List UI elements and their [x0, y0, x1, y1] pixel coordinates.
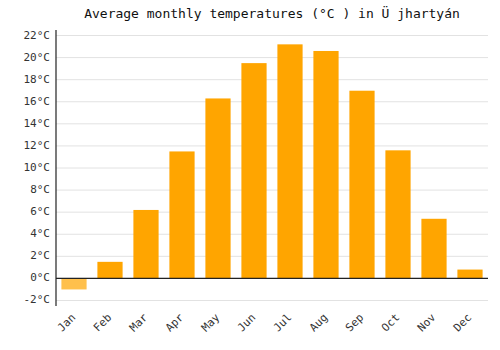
- bar: [169, 151, 194, 278]
- x-tick-label: Apr: [163, 311, 187, 335]
- x-tick-label: Mar: [127, 311, 151, 335]
- y-tick-label: -2°C: [24, 293, 51, 306]
- bar: [313, 51, 338, 278]
- y-tick-label: 16°C: [24, 95, 51, 108]
- y-tick-label: 0°C: [30, 271, 50, 284]
- y-tick-label: 10°C: [24, 161, 51, 174]
- bar: [277, 44, 302, 278]
- y-tick-label: 20°C: [24, 51, 51, 64]
- bar: [457, 270, 482, 279]
- bar: [349, 91, 374, 279]
- bar: [241, 63, 266, 278]
- x-tick-label: Nov: [415, 311, 439, 335]
- grid-line: [56, 212, 488, 213]
- bar: [205, 98, 230, 278]
- y-tick-label: 4°C: [30, 227, 50, 240]
- grid-line: [56, 168, 488, 169]
- y-tick-label: 6°C: [30, 205, 50, 218]
- y-tick-label: 12°C: [24, 139, 51, 152]
- y-tick-label: 22°C: [24, 29, 51, 42]
- grid: [56, 36, 488, 301]
- x-tick-label: Aug: [307, 311, 330, 334]
- x-tick-label: Dec: [451, 311, 474, 334]
- grid-line: [56, 278, 488, 279]
- grid-line: [56, 123, 488, 124]
- chart: -2°C 0°C 2°C 4°C 6°C 8°C 10°C 12°C 14°C 16°C 18°C 2…: [0, 0, 500, 350]
- bar: [97, 262, 122, 279]
- grid-line: [56, 145, 488, 146]
- y-tick-label: 18°C: [24, 73, 51, 86]
- bar: [421, 219, 446, 279]
- y-axis-line: [55, 30, 56, 306]
- x-axis: Jan Feb Mar Apr May Jun Jul Aug Sep Oct Nov Dec: [55, 311, 474, 335]
- grid-line: [56, 190, 488, 191]
- bar: [61, 278, 86, 289]
- grid-line: [56, 300, 488, 301]
- y-axis: -2°C 0°C 2°C 4°C 6°C 8°C 10°C 12°C 14°C 16°C 18°C 2…: [24, 29, 51, 307]
- x-tick-label: Feb: [91, 311, 114, 334]
- bars: [61, 44, 482, 289]
- grid-line: [56, 57, 488, 58]
- x-tick-label: Jan: [55, 311, 78, 334]
- x-tick-label: Jun: [235, 311, 258, 334]
- y-tick-label: 14°C: [24, 117, 51, 130]
- bar: [133, 210, 158, 278]
- grid-line: [56, 79, 488, 80]
- y-tick-label: 2°C: [30, 249, 50, 262]
- x-tick-label: Oct: [379, 311, 402, 334]
- x-tick-label: May: [199, 311, 223, 335]
- bar: [385, 150, 410, 278]
- grid-line: [56, 101, 488, 102]
- x-tick-label: Jul: [271, 311, 294, 334]
- page: {"chart_data": {"type": "bar", "title": …: [0, 0, 500, 350]
- zero-line: [56, 278, 488, 279]
- grid-line: [56, 35, 488, 36]
- y-tick-label: 8°C: [30, 183, 50, 196]
- title: Average monthly temperatures (°C ) in Ü …: [84, 5, 460, 21]
- x-tick-label: Sep: [343, 311, 366, 334]
